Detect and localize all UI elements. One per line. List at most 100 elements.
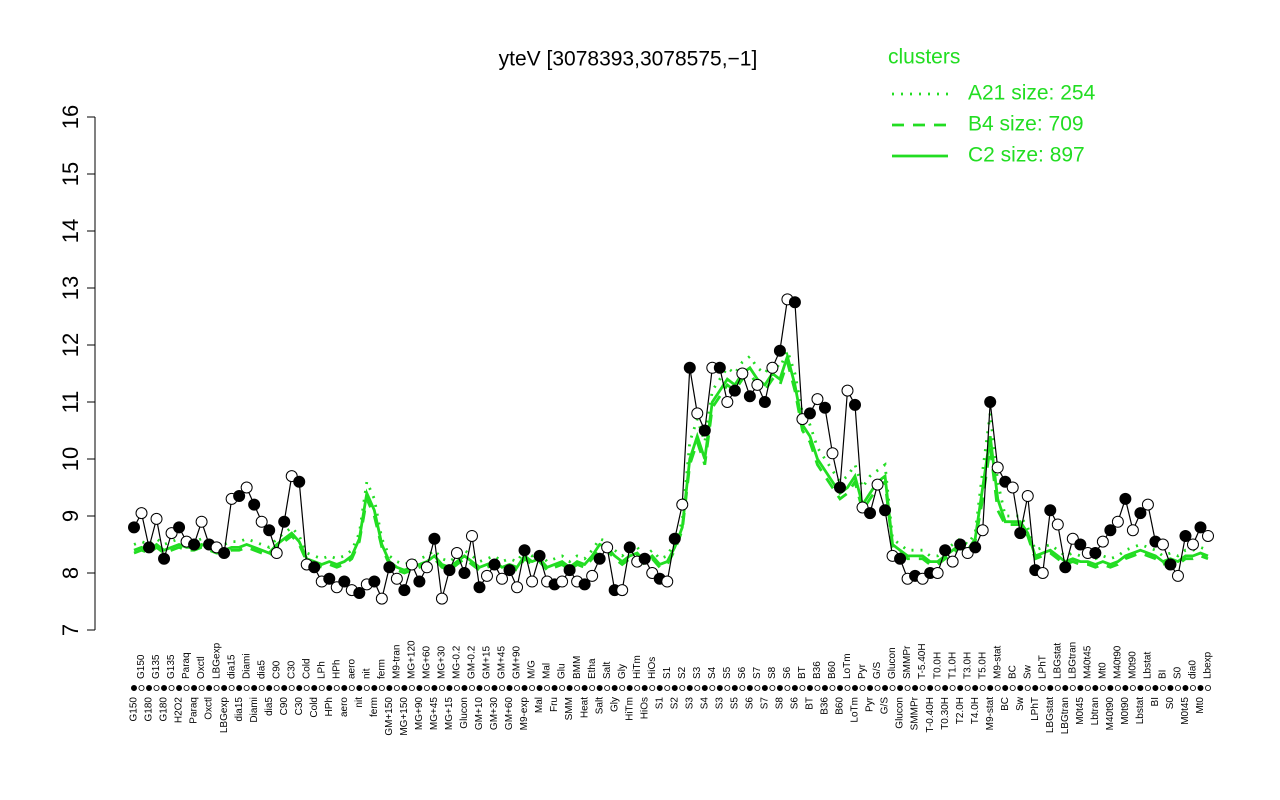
x-tick-label: Gly — [609, 697, 620, 712]
x-tick-label: GM+90 — [512, 645, 523, 679]
x-tick-label: S5 — [729, 697, 740, 710]
point — [465, 529, 478, 542]
point — [443, 564, 456, 577]
point — [526, 575, 539, 588]
legend-label: C2 size: 897 — [968, 144, 1085, 167]
category-dot — [1159, 685, 1166, 692]
x-tick-label: dia5 — [256, 660, 267, 679]
category-dot — [431, 685, 438, 692]
category-dot — [987, 685, 994, 692]
point — [1036, 567, 1049, 579]
x-tick-label: nit — [361, 668, 372, 679]
x-tick-label: G150 — [129, 697, 140, 722]
category-dot — [874, 685, 881, 692]
point — [1134, 507, 1147, 520]
category-dot — [649, 685, 656, 692]
category-dot — [589, 685, 596, 692]
x-tick-label: Oxctl — [196, 656, 207, 679]
category-dot — [491, 685, 498, 692]
category-dot — [1099, 685, 1106, 692]
x-tick-label: G/S — [880, 697, 891, 715]
point — [1171, 569, 1184, 582]
point — [338, 575, 351, 588]
category-dot — [942, 685, 949, 692]
point — [894, 552, 907, 565]
category-dot — [664, 685, 671, 692]
x-tick-label: LBGtran — [1060, 697, 1071, 734]
x-tick-label: T4.0H — [970, 697, 981, 724]
category-dot — [972, 685, 979, 692]
category-dot — [333, 685, 340, 692]
point — [218, 547, 231, 560]
point — [195, 515, 208, 528]
x-tick-label: Sw — [1015, 696, 1026, 711]
category-dot — [912, 685, 919, 692]
category-dot — [363, 685, 370, 692]
category-dot — [326, 685, 333, 692]
category-dot — [318, 685, 325, 692]
x-tick-label: C30 — [286, 660, 297, 679]
x-tick-label: BT — [805, 697, 816, 710]
x-tick-label: T1.0H — [947, 652, 958, 679]
category-dot — [529, 685, 536, 692]
category-dot — [1182, 685, 1189, 692]
point — [879, 504, 892, 517]
point — [458, 567, 471, 579]
x-tick-label: Pyr — [857, 663, 868, 679]
category-dot — [544, 685, 551, 692]
category-dot — [791, 685, 798, 692]
category-dot — [754, 685, 761, 692]
category-dot — [1017, 685, 1024, 692]
category-dot — [814, 685, 821, 692]
x-tick-label: M0t90 — [1120, 697, 1131, 725]
point — [323, 572, 336, 585]
category-dot — [566, 685, 573, 692]
point — [150, 512, 163, 525]
category-dot — [934, 685, 941, 692]
point — [984, 396, 997, 408]
category-dot — [1062, 685, 1069, 692]
y-tick-label: 10 — [58, 447, 83, 471]
category-dot — [499, 685, 506, 692]
x-tick-label: T-5.40H — [917, 643, 928, 679]
category-dot — [1092, 685, 1099, 692]
y-tick-label: 11 — [58, 391, 83, 414]
x-tick-label: S4 — [707, 666, 718, 679]
x-tick-label: GM-0.2 — [467, 645, 478, 679]
x-tick-label: T0.0H — [932, 652, 943, 679]
point — [1006, 481, 1019, 494]
category-dot — [1129, 685, 1136, 692]
point — [758, 396, 771, 408]
x-tick-label: S0 — [1165, 697, 1176, 710]
x-tick-label: ferm — [376, 659, 387, 679]
category-dot — [221, 685, 228, 692]
point — [1141, 498, 1154, 511]
category-dot — [761, 685, 768, 692]
category-dot — [889, 685, 896, 692]
point — [263, 524, 276, 537]
point — [158, 552, 171, 565]
x-tick-label: Diami — [249, 697, 260, 723]
point — [533, 549, 546, 562]
category-dot — [1137, 685, 1144, 692]
chart-title: yteV [3078393,3078575,−1] — [499, 48, 758, 71]
x-tick-label: Fru — [549, 697, 560, 712]
x-tick-label: MG+90 — [414, 697, 425, 731]
category-dot — [514, 685, 521, 692]
category-dot — [1047, 685, 1054, 692]
category-dot — [468, 685, 475, 692]
point — [736, 367, 749, 380]
point — [1044, 504, 1057, 517]
y-tick-label: 7 — [58, 624, 83, 636]
category-dot — [634, 685, 641, 692]
category-dot — [453, 685, 460, 692]
x-tick-label: Oxctl — [204, 697, 215, 720]
point — [368, 575, 381, 588]
x-tick-label: T5.0H — [977, 652, 988, 679]
x-tick-label: S6 — [745, 697, 756, 710]
point — [1156, 538, 1169, 551]
point — [946, 555, 959, 568]
y-tick-label: 9 — [58, 510, 83, 522]
x-tick-label: Mt0 — [1195, 697, 1206, 714]
y-tick-label: 13 — [58, 276, 83, 300]
